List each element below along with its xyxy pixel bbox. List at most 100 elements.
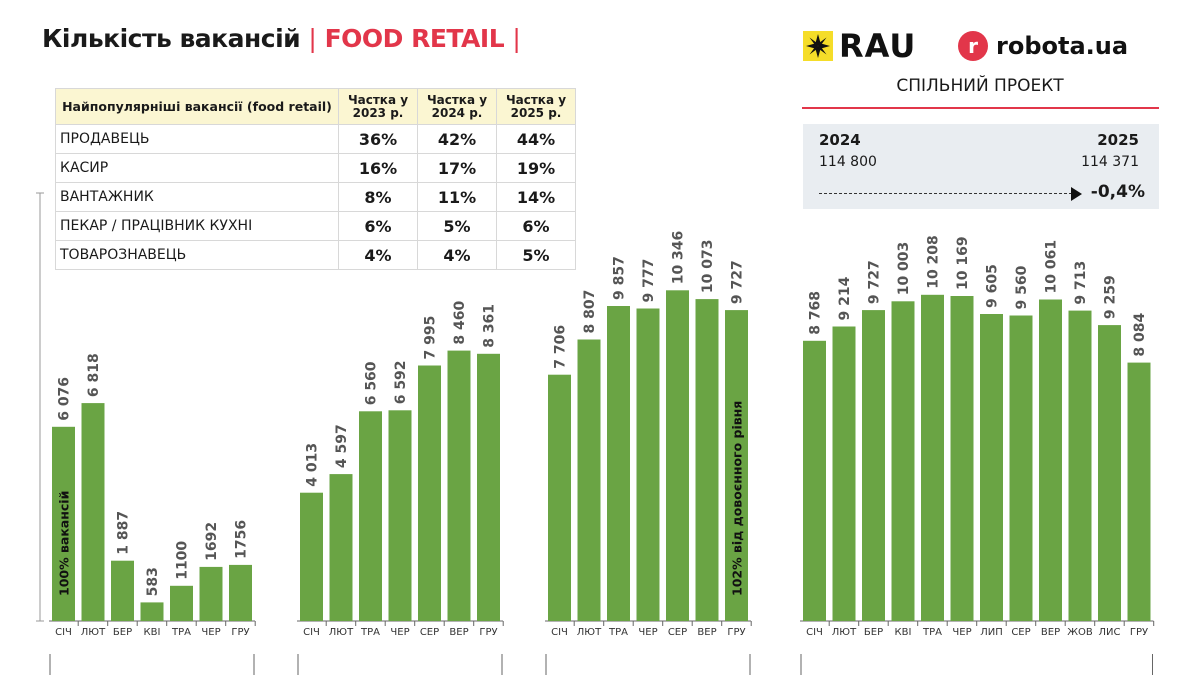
year-bracket [545,654,751,675]
bar [477,353,500,621]
x-tick-label: ГРУ [1130,627,1148,638]
x-tick-label: КВІ [144,627,161,638]
x-tick-label: БЕР [864,627,883,638]
bar [891,301,915,621]
data-label: 1692 [204,522,220,561]
bar [81,403,105,621]
table-cell-2025: 5% [496,240,576,270]
bar [577,339,601,621]
x-tick-label: ЛЮТ [329,627,354,638]
x-tick-label: СІЧ [806,627,823,638]
summary-dashed-line [819,193,1072,194]
page-title: Кількість вакансій | FOOD RETAIL | [42,24,521,53]
title-separator-left: | [308,24,317,53]
data-label: 8 807 [582,290,598,334]
bar [170,585,193,621]
bar [725,310,748,621]
robota-logo-text: robota.ua [996,32,1129,60]
x-tick-label: ЛИС [1099,627,1121,638]
table-row: ВАНТАЖНИК 8% 11% 14% [55,182,576,212]
x-tick-label: СЕР [420,627,439,638]
summary-value-a: 114 800 [819,154,877,170]
bar [695,299,719,621]
data-label: 9 214 [837,276,853,320]
bar [1068,310,1092,621]
bar [803,340,826,621]
x-tick-label: СІЧ [303,627,320,638]
data-label: 6 592 [393,360,409,404]
table-cell-name: ТОВАРОЗНАВЕЦЬ [55,240,339,270]
data-label: 583 [145,567,161,596]
table-cell-name: ВАНТАЖНИК [55,182,339,212]
table-cell-2024: 4% [417,240,497,270]
bar [980,314,1003,621]
table-cell-name: ПРОДАВЕЦЬ [55,124,339,154]
x-tick-label: ЛЮТ [832,627,857,638]
data-label: 9 857 [612,256,628,300]
data-label: 10 208 [926,235,942,289]
table-cell-2025: 14% [496,182,576,212]
table-cell-2024: 5% [417,211,497,241]
bar [1098,325,1121,621]
table-cell-2024: 11% [417,182,497,212]
summary-box: 2024 2025 114 800 114 371 -0,4% [803,124,1159,209]
x-tick-label: ТРА [608,627,628,638]
data-label: 8 361 [482,304,498,348]
data-label: 1100 [175,541,191,580]
x-tick-label: ВЕР [449,627,468,638]
data-label: 9 727 [730,260,746,304]
bar [140,602,164,621]
bar [666,290,689,621]
bar [388,410,412,621]
joint-divider [802,107,1159,109]
x-tick-label: СЕР [668,627,687,638]
summary-year-b: 2025 [1097,131,1139,149]
data-label: 9 713 [1073,261,1089,305]
bar [1039,299,1062,621]
table-cell-2023: 6% [338,211,418,241]
x-tick-label: ГРУ [479,627,497,638]
table-cell-2023: 16% [338,153,418,183]
bar [636,308,660,621]
data-label: 10 003 [896,242,912,296]
table-row: КАСИР 16% 17% 19% [55,153,576,183]
year-bracket [49,654,255,675]
year-bracket [800,654,1153,675]
data-label: 7 995 [423,316,439,360]
arrow-right-icon [1071,187,1082,201]
rau-logo: RAU [803,27,917,65]
x-tick-label: ЧЕР [952,627,971,638]
data-label: 9 727 [867,260,883,304]
bar [111,560,134,621]
table-cell-2025: 44% [496,124,576,154]
table-cell-2025: 6% [496,211,576,241]
title-main: Кількість вакансій [42,24,301,53]
data-label: 9 560 [1014,265,1030,309]
bar [862,310,885,621]
bar [1009,315,1033,621]
bar [329,474,353,621]
data-label: 10 346 [671,231,687,285]
x-tick-label: ЧЕР [390,627,409,638]
x-tick-label: СІЧ [551,627,568,638]
bar [199,566,223,621]
data-label: 9 777 [641,259,657,303]
table-header-name: Найпопулярніші вакансії (food retail) [55,88,339,125]
x-tick-label: ЛЮТ [81,627,106,638]
year-bracket [297,654,503,675]
data-label: 8 768 [808,291,824,335]
table-header-2024: Частка у 2024 р. [417,88,497,125]
data-label: 6 818 [86,353,102,397]
x-tick-label: ЧЕР [638,627,657,638]
rau-star-icon [803,31,833,61]
data-label: 9 605 [985,264,1001,308]
bar [921,294,944,621]
title-accent: FOOD RETAIL [324,24,505,53]
table-cell-2023: 8% [338,182,418,212]
bar [607,306,630,621]
rau-logo-text: RAU [839,27,917,65]
bar [52,426,75,621]
table-row: ПЕКАР / ПРАЦІВНИК КУХНІ 6% 5% 6% [55,211,576,241]
table-header-2023: Частка у 2023 р. [338,88,418,125]
